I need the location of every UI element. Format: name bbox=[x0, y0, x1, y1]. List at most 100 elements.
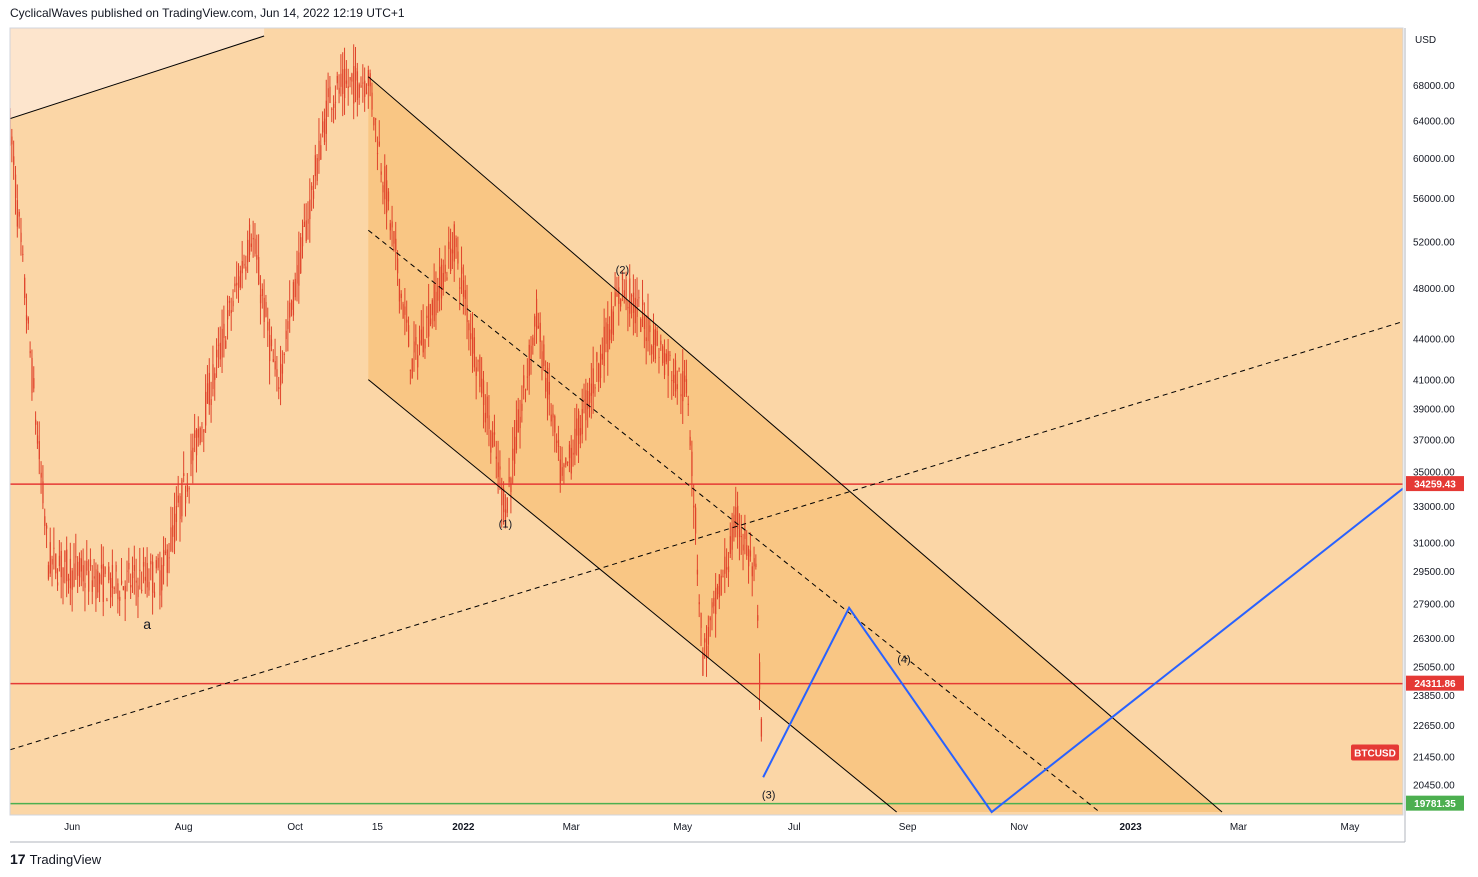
candle-body bbox=[234, 283, 236, 287]
candle-body bbox=[97, 571, 99, 593]
candle-body bbox=[137, 585, 139, 598]
y-tick-label: 22650.00 bbox=[1413, 721, 1455, 732]
candle-body bbox=[413, 341, 415, 353]
candle-body bbox=[439, 266, 441, 289]
candle-body bbox=[512, 448, 514, 461]
candle-body bbox=[722, 576, 724, 578]
candle-body bbox=[287, 321, 289, 329]
candle-body bbox=[203, 429, 205, 433]
candle-body bbox=[716, 586, 719, 595]
candle-body bbox=[307, 218, 309, 224]
candle-body bbox=[735, 507, 737, 526]
candle-body bbox=[25, 314, 28, 321]
candle-body bbox=[47, 565, 50, 579]
candle-body bbox=[142, 561, 145, 567]
candle-body bbox=[117, 583, 119, 600]
candle-body bbox=[126, 570, 128, 572]
candle-body bbox=[610, 309, 613, 334]
candle-body bbox=[614, 292, 616, 306]
candle-body bbox=[543, 344, 545, 366]
candle-body bbox=[318, 140, 320, 162]
candle-body bbox=[473, 337, 476, 368]
candle-body bbox=[402, 304, 404, 319]
price-line-tag-label: 24311.86 bbox=[1414, 679, 1456, 690]
candle-body bbox=[406, 319, 408, 323]
candle-body bbox=[727, 566, 730, 573]
candle-body bbox=[236, 282, 238, 286]
candle-body bbox=[550, 414, 552, 422]
candle-body bbox=[563, 464, 565, 468]
candle-body bbox=[170, 527, 172, 551]
candle-body bbox=[67, 578, 70, 581]
candle-body bbox=[623, 290, 625, 297]
candle-body bbox=[164, 551, 167, 553]
candle-body bbox=[567, 461, 569, 464]
y-tick-label: 68000.00 bbox=[1413, 81, 1455, 92]
candle-body bbox=[515, 420, 518, 450]
candle-body bbox=[322, 121, 324, 133]
candle-body bbox=[695, 507, 697, 534]
candle-body bbox=[24, 277, 26, 299]
candle-body bbox=[700, 612, 702, 628]
candle-body bbox=[726, 567, 728, 570]
candle-body bbox=[49, 542, 51, 574]
candle-body bbox=[276, 369, 278, 377]
candle-body bbox=[464, 290, 466, 299]
candle-body bbox=[263, 297, 265, 322]
candle-body bbox=[417, 355, 419, 368]
candle-body bbox=[181, 479, 183, 517]
candle-body bbox=[528, 344, 530, 376]
candle-body bbox=[398, 278, 401, 302]
candle-body bbox=[618, 287, 620, 304]
candle-body bbox=[331, 108, 333, 110]
candle-body bbox=[360, 85, 362, 88]
candle-body bbox=[556, 440, 558, 443]
candle-body bbox=[574, 428, 576, 455]
candle-body bbox=[183, 473, 185, 477]
candle-body bbox=[535, 298, 538, 330]
y-tick-label: 29500.00 bbox=[1413, 567, 1455, 578]
candle-body bbox=[647, 315, 649, 342]
candle-body bbox=[444, 264, 446, 274]
candle-body bbox=[537, 325, 540, 329]
candle-body bbox=[740, 535, 742, 537]
candle-body bbox=[525, 389, 527, 391]
candle-body bbox=[440, 264, 443, 299]
candle-body bbox=[89, 559, 92, 567]
candle-body bbox=[720, 575, 722, 596]
candle-body bbox=[102, 563, 104, 602]
wave-label: (2) bbox=[616, 264, 629, 276]
candle-body bbox=[128, 562, 130, 570]
candle-body bbox=[649, 325, 651, 333]
candle-body bbox=[208, 372, 210, 405]
candle-body bbox=[482, 380, 485, 406]
candle-body bbox=[152, 561, 154, 593]
candle-body bbox=[581, 409, 583, 435]
candle-body bbox=[616, 293, 618, 297]
y-tick-label: 56000.00 bbox=[1413, 194, 1455, 205]
y-tick-label: 35000.00 bbox=[1413, 468, 1455, 479]
y-tick-label: 48000.00 bbox=[1413, 284, 1455, 295]
candle-body bbox=[51, 558, 53, 565]
candle-body bbox=[645, 337, 647, 342]
candle-body bbox=[583, 399, 585, 401]
candle-body bbox=[35, 419, 37, 425]
plot-area: a (1) (2) (3) (4) bbox=[10, 28, 1403, 814]
candle-body bbox=[238, 276, 240, 288]
candle-body bbox=[270, 339, 273, 347]
candle-body bbox=[146, 562, 148, 588]
tradingview-footer[interactable]: 17 TradingView bbox=[10, 851, 101, 867]
candle-body bbox=[258, 256, 260, 285]
candle-body bbox=[468, 323, 470, 331]
candle-body bbox=[283, 353, 285, 355]
candle-body bbox=[590, 383, 593, 396]
candle-body bbox=[358, 84, 360, 98]
candle-body bbox=[172, 525, 174, 537]
candle-body bbox=[519, 416, 521, 429]
candle-body bbox=[342, 69, 344, 94]
candle-body bbox=[541, 351, 543, 370]
candle-body bbox=[95, 569, 97, 600]
candle-body bbox=[16, 200, 19, 227]
candle-body bbox=[687, 403, 689, 405]
